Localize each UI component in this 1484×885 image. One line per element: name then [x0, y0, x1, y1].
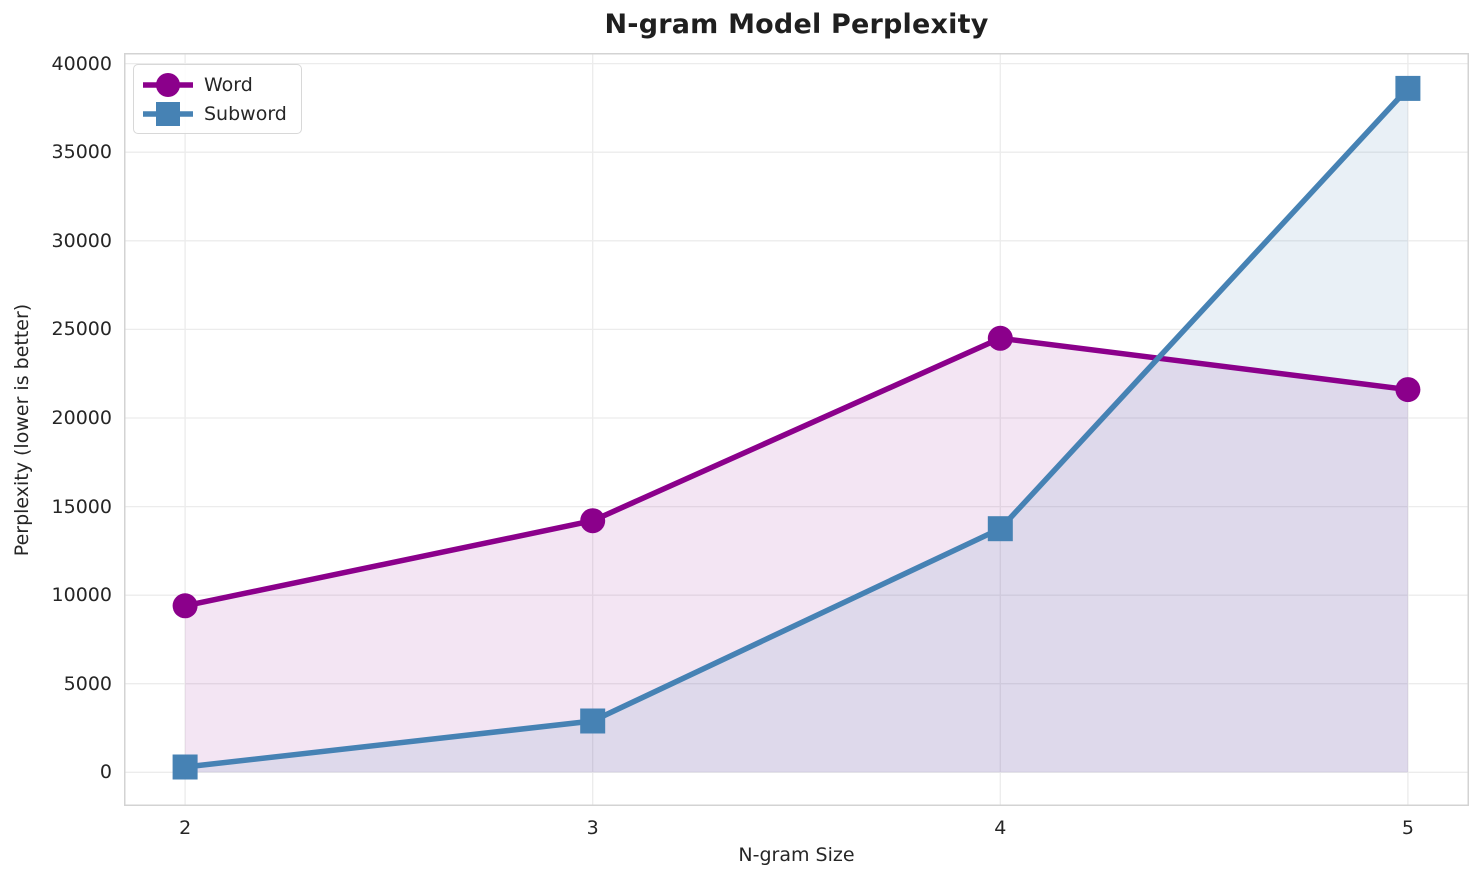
- legend-item-word: Word: [142, 70, 287, 99]
- plot-border: [124, 53, 1469, 806]
- chart-canvas: [124, 53, 1469, 806]
- word-legend-marker-icon: [143, 72, 193, 97]
- x-axis-label: N-gram Size: [738, 844, 855, 866]
- word-line: [182, 335, 1411, 609]
- subword-area: [185, 88, 1408, 773]
- subword-marker: [1395, 75, 1421, 101]
- legend-label: Subword: [204, 102, 287, 125]
- x-tick-label: 4: [994, 817, 1007, 839]
- y-tick-label: 15000: [51, 495, 112, 518]
- y-tick-label: 30000: [51, 229, 112, 252]
- word-area: [185, 338, 1408, 773]
- subword-marker: [987, 516, 1013, 542]
- y-tick-label: 35000: [51, 141, 112, 164]
- word-marker: [580, 508, 606, 534]
- word-marker: [172, 593, 198, 619]
- word-marker: [987, 325, 1013, 351]
- subword-marker: [580, 708, 606, 734]
- legend-item-subword: Subword: [142, 99, 287, 128]
- y-tick-label: 5000: [63, 672, 112, 695]
- x-tick-label: 2: [179, 817, 192, 839]
- chart-title: N-gram Model Perplexity: [604, 9, 989, 40]
- legend: Word Subword: [133, 64, 302, 134]
- y-tick-label: 10000: [51, 584, 112, 607]
- y-tick-label: 0: [99, 761, 112, 784]
- x-tick-label: 5: [1401, 817, 1414, 839]
- subword-legend-marker-icon: [143, 101, 193, 126]
- y-tick-label: 25000: [51, 318, 112, 341]
- x-tick-label: 3: [586, 817, 599, 839]
- y-tick-label: 40000: [51, 52, 112, 75]
- legend-label: Word: [204, 73, 253, 96]
- word-marker: [1395, 377, 1421, 403]
- y-tick-label: 20000: [51, 406, 112, 429]
- subword-line: [182, 85, 1411, 770]
- plot-area: [124, 53, 1469, 806]
- subword-marker: [172, 754, 198, 780]
